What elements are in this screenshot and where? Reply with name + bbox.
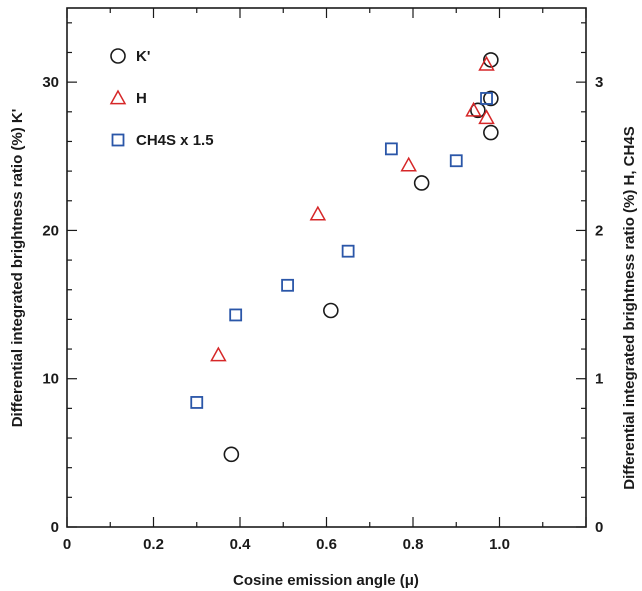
- data-point-square: [341, 244, 355, 258]
- y-axis-label-right: Differential integrated brightness ratio…: [621, 126, 638, 489]
- y-axis-label-left: Differential integrated brightness ratio…: [9, 109, 26, 428]
- x-axis-label: Cosine emission angle (μ): [233, 572, 419, 589]
- data-point-circle: [483, 52, 499, 68]
- legend-marker-square: [111, 133, 125, 147]
- data-marks: [190, 52, 499, 463]
- data-point-square: [449, 154, 463, 168]
- legend-marker-circle: [110, 48, 126, 64]
- data-point-triangle: [478, 55, 495, 71]
- data-point-square: [229, 308, 243, 322]
- data-point-triangle: [478, 109, 495, 125]
- y-left-tick-label: 0: [51, 519, 59, 536]
- y-right-tick-label: 3: [595, 74, 603, 91]
- data-point-triangle: [210, 346, 227, 362]
- plot-frame: [66, 7, 587, 528]
- y-right-tick-label: 2: [595, 222, 603, 239]
- x-tick-label: 0.4: [230, 536, 252, 553]
- axes-ticks: 0 0.2 0.4 0.6 0.8 1.0 0 10 20 30 0 1 2 3: [42, 8, 603, 553]
- data-point-circle: [323, 302, 339, 319]
- data-point-square: [384, 142, 398, 156]
- data-point-square: [281, 278, 294, 292]
- legend-label: H: [136, 90, 147, 107]
- x-tick-label: 0.2: [143, 536, 164, 553]
- x-tick-label: 0.8: [403, 536, 424, 553]
- data-point-square: [190, 396, 204, 409]
- x-tick-label: 0: [63, 536, 71, 553]
- legend-label: K': [136, 48, 150, 65]
- data-point-square: [480, 92, 493, 105]
- legend: K' H CH4S x 1.5: [109, 48, 214, 149]
- data-point-circle: [483, 90, 499, 107]
- y-right-tick-label: 0: [595, 519, 603, 536]
- legend-marker-triangle: [109, 89, 127, 105]
- y-left-tick-label: 20: [42, 222, 59, 239]
- y-left-tick-label: 30: [42, 74, 59, 91]
- data-point-circle: [470, 102, 486, 119]
- x-tick-label: 0.6: [316, 536, 337, 553]
- data-point-triangle: [465, 101, 482, 117]
- data-point-circle: [223, 446, 240, 463]
- data-point-triangle: [309, 205, 327, 221]
- y-right-tick-label: 1: [595, 371, 603, 388]
- data-point-triangle: [400, 156, 417, 172]
- data-point-circle: [413, 175, 430, 191]
- legend-label: CH4S x 1.5: [136, 132, 214, 149]
- data-point-circle: [483, 124, 499, 141]
- y-left-tick-label: 10: [42, 371, 59, 388]
- x-tick-label: 1.0: [489, 536, 510, 553]
